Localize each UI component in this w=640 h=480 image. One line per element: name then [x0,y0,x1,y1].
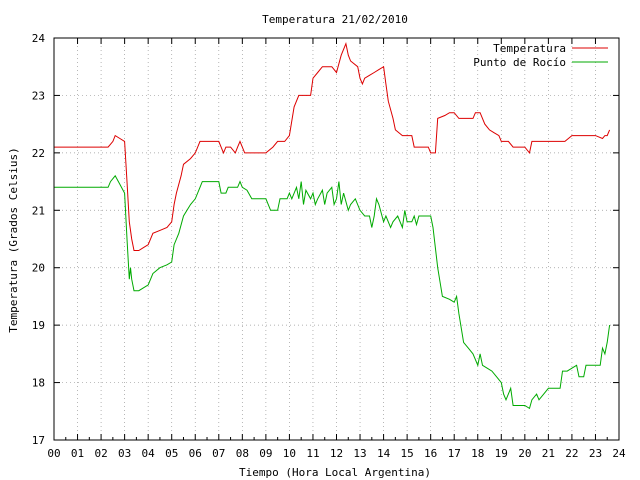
legend-label-punto-rocio: Punto de Rocío [473,56,566,69]
y-tick-label: 24 [32,32,46,45]
series-line-temperatura [54,41,611,251]
x-tick-label: 15 [401,447,414,460]
x-tick-label: 02 [94,447,107,460]
x-tick-label: 00 [47,447,60,460]
x-tick-label: 21 [542,447,555,460]
legend: Temperatura Punto de Rocío [473,42,608,69]
y-tick-label: 17 [32,434,45,447]
y-tick-label: 19 [32,319,45,332]
x-tick-label: 12 [330,447,343,460]
x-tick-label: 22 [565,447,578,460]
x-tick-label: 08 [236,447,249,460]
x-tick-label: 09 [259,447,272,460]
x-tick-label: 24 [612,447,626,460]
series-line-punto-rocio [54,174,611,410]
chart-title: Temperatura 21/02/2010 [262,13,408,26]
x-tick-label: 11 [306,447,319,460]
y-tick-label: 22 [32,147,45,160]
x-tick-label: 10 [283,447,296,460]
x-tick-label: 16 [424,447,437,460]
y-tick-label: 20 [32,262,45,275]
x-tick-label: 04 [142,447,156,460]
x-tick-label: 17 [448,447,461,460]
x-tick-label: 07 [212,447,225,460]
y-tick-label: 21 [32,204,45,217]
y-tick-label: 18 [32,377,45,390]
x-tick-label: 18 [471,447,484,460]
series-group [54,41,611,410]
legend-label-temperatura: Temperatura [493,42,566,55]
y-tick-label: 23 [32,89,45,102]
x-tick-label: 20 [518,447,531,460]
x-tick-label: 23 [589,447,602,460]
x-tick-label: 06 [189,447,202,460]
y-axis-label: Temperatura (Grados Celsius) [7,147,20,332]
grid-lines [54,38,619,440]
axis-ticks: 00 01 02 03 04 05 06 07 08 09 10 11 12 13 14 15 16 17 18 19… [32,32,626,460]
x-tick-label: 01 [71,447,84,460]
x-tick-label: 05 [165,447,178,460]
x-tick-label: 19 [495,447,508,460]
x-tick-label: 14 [377,447,391,460]
x-tick-label: 13 [353,447,366,460]
x-axis-label: Tiempo (Hora Local Argentina) [239,466,431,479]
x-tick-label: 03 [118,447,131,460]
